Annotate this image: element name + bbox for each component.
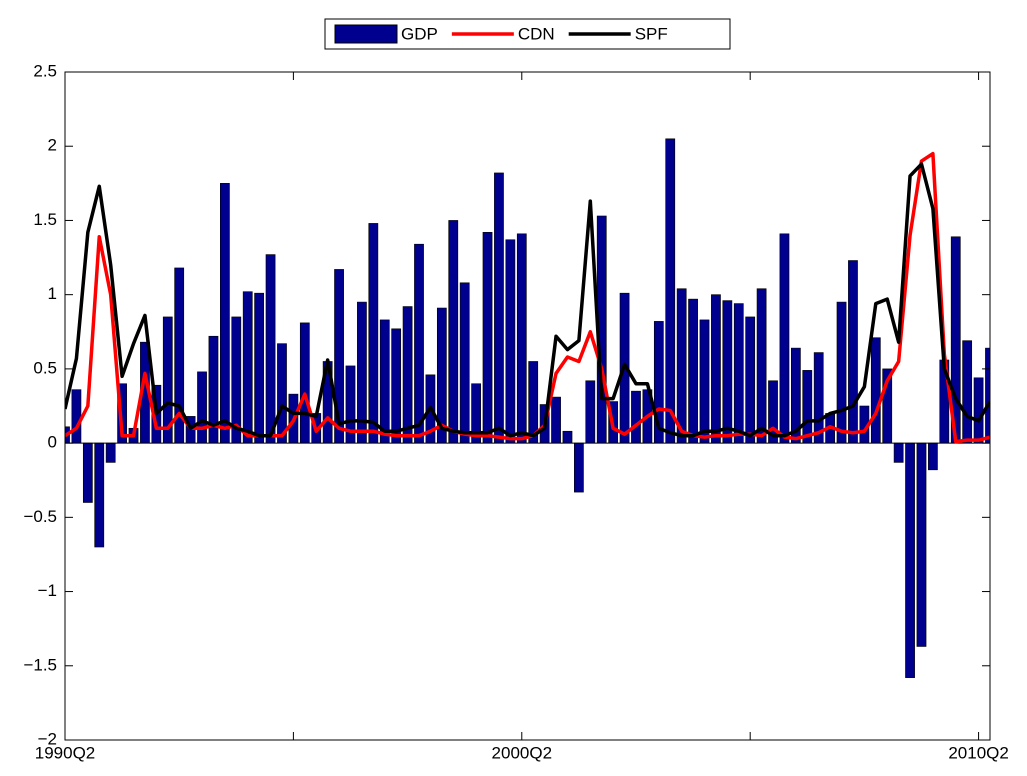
bar: [368, 223, 379, 444]
plot-area: [65, 138, 990, 678]
bar: [973, 377, 984, 444]
bar: [402, 306, 413, 444]
bar: [562, 430, 573, 444]
bar: [928, 442, 938, 471]
legend-label: CDN: [518, 24, 555, 43]
bar: [82, 442, 93, 503]
x-tick-label: 2010Q2: [948, 743, 1009, 762]
bar: [916, 442, 927, 647]
bar: [505, 239, 516, 444]
bar: [802, 370, 813, 444]
legend-label: SPF: [635, 24, 668, 43]
bar: [836, 301, 847, 444]
x-tick-label: 1990Q2: [35, 743, 96, 762]
y-tick-label: −1.5: [23, 655, 57, 674]
bar: [494, 172, 504, 444]
legend-swatch: [334, 24, 398, 44]
bar: [414, 243, 424, 444]
legend-label: GDP: [401, 24, 438, 43]
bar: [733, 303, 744, 444]
bar: [676, 288, 687, 444]
bar: [699, 319, 710, 444]
bar: [722, 300, 733, 444]
bar: [482, 232, 493, 444]
bar: [299, 322, 310, 444]
bar: [745, 316, 756, 444]
y-tick-label: 2: [48, 136, 57, 155]
bar: [516, 233, 527, 444]
bar: [870, 337, 881, 444]
bar: [574, 442, 584, 493]
bar: [459, 282, 470, 444]
bar: [277, 343, 287, 444]
legend: GDP CDN SPF: [324, 18, 731, 50]
bar: [265, 254, 276, 444]
bar: [105, 442, 116, 463]
bar: [711, 294, 721, 444]
bar: [848, 260, 858, 444]
bar: [448, 220, 459, 444]
bar: [893, 442, 904, 463]
bar: [242, 291, 253, 444]
bar: [94, 442, 105, 548]
bar: [254, 292, 265, 444]
bar: [631, 390, 641, 444]
y-tick-label: 2.5: [33, 61, 57, 80]
bar: [756, 288, 767, 444]
bar: [220, 183, 230, 444]
y-tick-label: −2: [38, 729, 57, 748]
bar: [391, 328, 402, 444]
line: [65, 162, 990, 438]
axes-box: [64, 71, 991, 741]
bar: [962, 340, 973, 444]
bar: [71, 389, 82, 444]
bar: [585, 380, 596, 444]
bar: [551, 396, 561, 444]
bar: [197, 371, 207, 444]
line: [65, 151, 990, 444]
bar: [665, 138, 676, 444]
y-tick-label: 0: [48, 433, 57, 452]
bar: [779, 233, 790, 444]
bar: [905, 442, 915, 678]
bar: [688, 298, 698, 444]
y-tick-label: −1: [38, 581, 57, 600]
y-tick-label: 0.5: [33, 358, 57, 377]
x-tick-label: 2000Q2: [492, 743, 553, 762]
bar: [985, 347, 990, 444]
y-tick-label: −0.5: [23, 507, 57, 526]
bar: [379, 319, 390, 444]
y-tick-label: 1.5: [33, 210, 57, 229]
y-tick-label: 1: [48, 284, 57, 303]
